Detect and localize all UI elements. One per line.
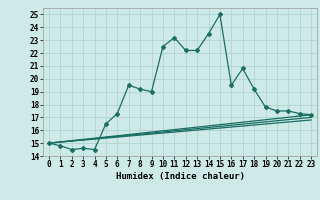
X-axis label: Humidex (Indice chaleur): Humidex (Indice chaleur) [116,172,244,181]
